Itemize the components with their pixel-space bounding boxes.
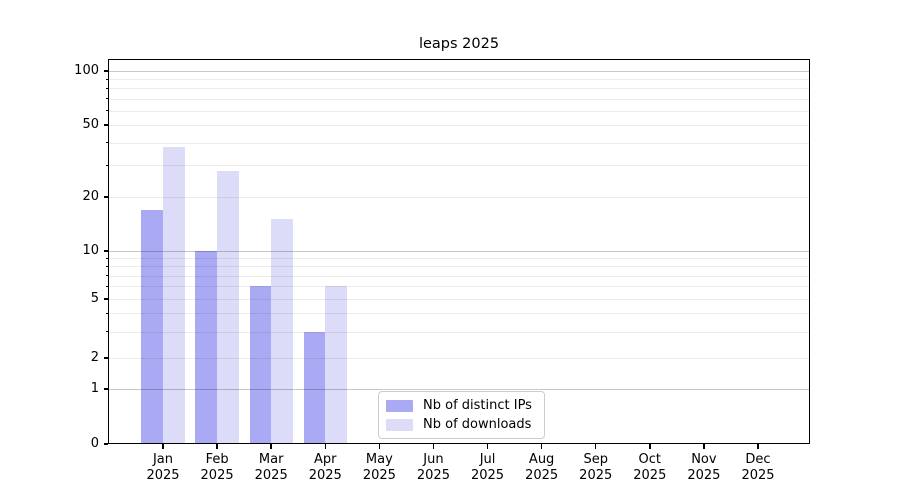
gridline-minor (108, 79, 810, 81)
x-tick-label-jul: Jul 2025 (470, 452, 505, 483)
y-minor-tick-mark (105, 164, 108, 166)
legend: Nb of distinct IPs Nb of downloads (378, 391, 545, 439)
gridline-major (108, 71, 810, 72)
x-tick-label-feb: Feb 2025 (200, 452, 234, 483)
x-tick-mark (378, 444, 381, 449)
gridline-major (108, 389, 810, 390)
chart-title: leaps 2025 (418, 36, 500, 52)
legend-label-distinct-ips: Nb of distinct IPs (423, 398, 532, 413)
y-minor-tick-mark (105, 78, 108, 80)
y-tick-label: 1 (90, 381, 99, 396)
gridline-minor (108, 331, 810, 333)
y-minor-tick-mark (105, 331, 108, 333)
gridline-minor (108, 142, 810, 144)
x-tick-mark (270, 444, 272, 449)
gridline-minor (108, 358, 810, 359)
x-tick-mark (757, 444, 759, 449)
legend-entry-downloads: Nb of downloads (386, 417, 536, 432)
gridline-minor (108, 165, 810, 167)
y-tick-mark (103, 250, 108, 252)
y-minor-tick-mark (105, 275, 108, 277)
bar-nb-of-distinct-ips-mar (249, 286, 272, 444)
y-minor-tick-mark (105, 265, 108, 267)
y-tick-label: 10 (82, 243, 99, 258)
y-minor-tick-mark (105, 110, 108, 112)
x-tick-mark (216, 444, 218, 449)
bar-nb-of-distinct-ips-jan (141, 209, 163, 444)
x-tick-mark (432, 444, 435, 449)
x-tick-label-dec: Dec 2025 (741, 452, 775, 483)
y-minor-tick-mark (105, 142, 108, 144)
y-minor-tick-mark (105, 98, 108, 100)
y-tick-mark (103, 388, 108, 390)
gridline-minor (108, 313, 810, 315)
gridline-minor (108, 299, 810, 300)
y-tick-label: 20 (82, 189, 99, 204)
y-tick-label: 5 (90, 291, 99, 306)
y-minor-tick-mark (105, 87, 108, 89)
x-tick-mark (649, 444, 651, 449)
y-tick-mark (103, 443, 108, 445)
x-tick-label-aug: Aug 2025 (525, 452, 559, 483)
x-tick-mark (486, 444, 489, 449)
gridline-minor (108, 258, 810, 260)
y-tick-mark (103, 70, 108, 72)
bar-nb-of-distinct-ips-apr (303, 331, 326, 444)
gridline-minor (108, 275, 810, 277)
y-tick-label: 50 (82, 117, 99, 132)
y-minor-tick-mark (105, 124, 108, 126)
gridline-minor (108, 98, 810, 100)
gridline-minor (108, 88, 810, 90)
x-tick-mark (540, 444, 543, 449)
legend-entry-distinct-ips: Nb of distinct IPs (386, 398, 536, 413)
bar-nb-of-downloads-jan (163, 146, 185, 444)
x-tick-label-jun: Jun 2025 (416, 452, 450, 483)
bar-nb-of-downloads-apr (325, 286, 347, 444)
y-tick-label: 100 (74, 63, 99, 78)
y-minor-tick-mark (105, 298, 108, 300)
bar-nb-of-downloads-mar (271, 219, 293, 444)
x-tick-label-may: May 2025 (362, 452, 396, 483)
bar-nb-of-distinct-ips-feb (195, 251, 218, 444)
legend-swatch-distinct-ips-icon (386, 399, 413, 412)
gridline-major (108, 251, 810, 252)
gridline-minor (108, 125, 810, 126)
y-minor-tick-mark (105, 196, 108, 198)
y-minor-tick-mark (105, 257, 108, 259)
x-tick-label-mar: Mar 2025 (254, 452, 288, 483)
y-minor-tick-mark (105, 312, 108, 314)
y-tick-label: 0 (90, 436, 99, 451)
x-tick-mark (162, 444, 164, 449)
legend-label-downloads: Nb of downloads (423, 417, 532, 432)
x-tick-label-jan: Jan 2025 (146, 452, 180, 483)
x-tick-mark (703, 444, 705, 449)
x-tick-label-oct: Oct 2025 (633, 452, 667, 483)
x-tick-mark (324, 444, 327, 449)
gridline-minor (108, 110, 810, 112)
gridline-minor (108, 286, 810, 288)
x-tick-label-sep: Sep 2025 (579, 452, 613, 483)
legend-swatch-downloads-icon (386, 418, 413, 431)
y-minor-tick-mark (105, 357, 108, 359)
gridline-minor (108, 266, 810, 268)
x-tick-mark (594, 444, 597, 449)
gridline-minor (108, 197, 810, 198)
y-tick-label: 2 (90, 350, 99, 365)
x-tick-label-nov: Nov 2025 (687, 452, 721, 483)
y-minor-tick-mark (105, 285, 108, 287)
bar-nb-of-downloads-feb (217, 170, 239, 444)
x-tick-label-apr: Apr 2025 (308, 452, 342, 483)
